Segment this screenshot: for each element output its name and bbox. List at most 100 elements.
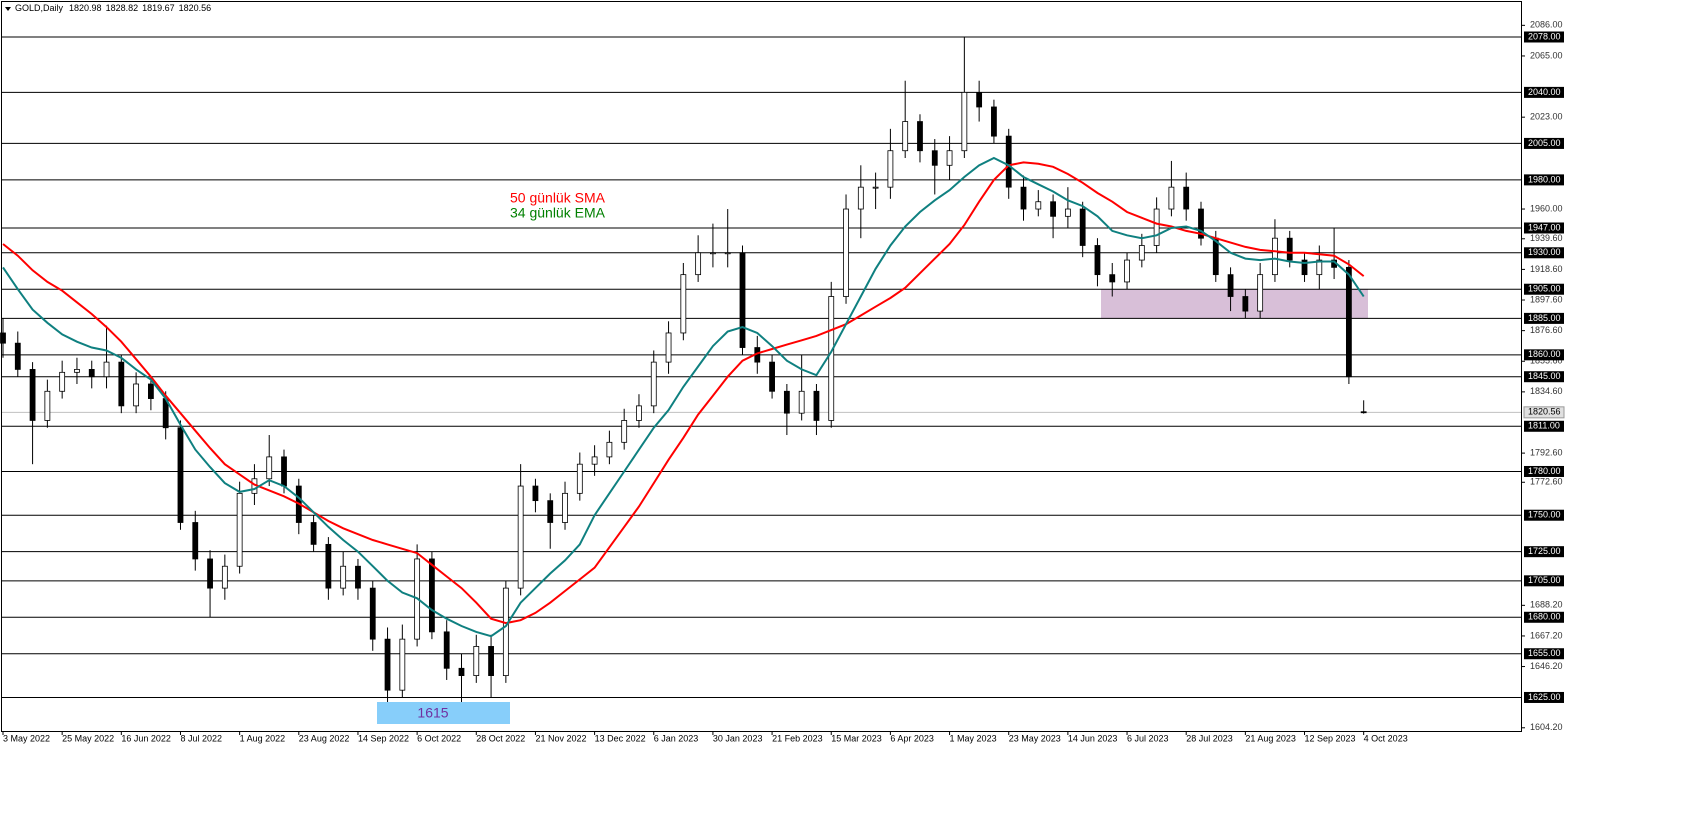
candle-body <box>340 565 347 589</box>
level-label-box <box>1524 465 1564 477</box>
candle-body <box>931 150 938 166</box>
x-tick-label: 28 Jul 2023 <box>1186 733 1233 743</box>
y-tick-label: 1960.00 <box>1530 203 1563 213</box>
level-label-box <box>1524 546 1564 558</box>
x-tick-label: 3 May 2022 <box>3 733 50 743</box>
x-tick-label: 21 Nov 2022 <box>535 733 586 743</box>
y-tick-label: 1876.60 <box>1530 325 1563 335</box>
candle-body <box>1138 245 1145 261</box>
x-tick-label: 13 Dec 2022 <box>595 733 646 743</box>
candle-body <box>502 587 509 676</box>
candle-body <box>739 252 746 348</box>
candle-body <box>14 342 21 370</box>
y-tick-label: 1834.60 <box>1530 386 1563 396</box>
candle-body <box>207 558 213 589</box>
level-label: 1930.00 <box>1528 247 1561 257</box>
candle-body <box>517 485 524 589</box>
level-label-box <box>1524 691 1564 703</box>
candle-body <box>636 405 642 421</box>
candle-body <box>843 208 849 297</box>
level-label-box <box>1524 247 1564 259</box>
x-tick-label: 4 Oct 2023 <box>1364 733 1408 743</box>
candle-body <box>192 522 199 560</box>
level-label-box <box>1524 420 1564 432</box>
candle-body <box>29 369 36 421</box>
x-tick-label: 14 Jun 2023 <box>1068 733 1118 743</box>
candle-body <box>665 332 672 363</box>
x-tick-label: 6 Apr 2023 <box>890 733 934 743</box>
candle-body <box>1035 201 1042 210</box>
y-tick-label: 2086.00 <box>1530 20 1563 30</box>
x-tick-label: 23 May 2023 <box>1009 733 1061 743</box>
level-label: 1655.00 <box>1528 648 1561 658</box>
candle-body <box>44 390 51 421</box>
candle-body <box>1168 186 1175 210</box>
level-label: 2078.00 <box>1528 31 1561 41</box>
level-label: 1780.00 <box>1528 466 1561 476</box>
level-label: 1811.00 <box>1528 421 1560 431</box>
level-label: 1680.00 <box>1528 612 1561 622</box>
level-label: 1845.00 <box>1528 371 1561 381</box>
x-tick-label: 8 Jul 2022 <box>180 733 222 743</box>
level-label-box <box>1524 371 1564 383</box>
candle-body <box>458 667 465 676</box>
x-tick-label: 1 Aug 2022 <box>240 733 286 743</box>
current-price-box <box>1523 406 1565 419</box>
x-tick-label: 1 May 2023 <box>950 733 997 743</box>
candle-body <box>813 390 820 421</box>
candle-body <box>724 252 731 255</box>
level-label-box <box>1524 86 1564 98</box>
level-label-box <box>1524 509 1564 521</box>
x-tick-label: 14 Sep 2022 <box>358 733 409 743</box>
candle-body <box>236 492 243 567</box>
candle-body <box>88 369 95 378</box>
level-label-box <box>1524 31 1564 43</box>
candle-body <box>857 186 864 210</box>
level-label-box <box>1524 174 1564 186</box>
candle-body <box>547 500 554 523</box>
candle-body <box>1286 237 1293 261</box>
candle-body <box>591 456 598 465</box>
indicator-line <box>2 156 1365 638</box>
candle-body <box>369 587 376 640</box>
candle-body <box>650 361 657 407</box>
candle-body <box>355 565 361 589</box>
candle-body <box>266 456 273 480</box>
candle-body <box>1153 208 1160 246</box>
level-label: 1947.00 <box>1528 222 1561 232</box>
annotation: 1615 <box>417 705 448 721</box>
candle-body <box>902 121 909 152</box>
y-tick-label: 1855.60 <box>1530 356 1563 366</box>
menu-arrow <box>5 7 11 11</box>
candle-body <box>1227 274 1234 297</box>
x-tick-label: 15 Mar 2023 <box>831 733 882 743</box>
candle-body <box>1301 259 1308 276</box>
candle-body <box>1079 208 1086 246</box>
candle-body <box>710 252 716 255</box>
indicator-line <box>2 161 1365 625</box>
candle-body <box>695 252 702 276</box>
candle-body <box>961 91 968 152</box>
x-tick-label: 30 Jan 2023 <box>713 733 763 743</box>
candle-body <box>74 369 80 373</box>
y-tick-label: 1918.60 <box>1530 264 1563 274</box>
close: 1820.56 <box>179 3 212 13</box>
level-label: 1860.00 <box>1528 349 1561 359</box>
candle-body <box>1272 237 1278 276</box>
candle-body <box>562 492 568 523</box>
candle-body <box>991 106 997 137</box>
level-label: 2005.00 <box>1528 138 1561 148</box>
level-label-box <box>1524 283 1564 295</box>
candle-body <box>798 390 805 414</box>
candle-body <box>429 558 435 633</box>
candle-body <box>1198 208 1204 239</box>
level-label: 1905.00 <box>1528 284 1561 294</box>
candle-body <box>118 361 125 407</box>
candle-body <box>532 485 539 502</box>
level-label: 1705.00 <box>1528 575 1561 585</box>
candle-body <box>1050 201 1056 217</box>
level-label-box <box>1524 575 1564 587</box>
zone <box>1101 289 1368 319</box>
y-tick-label: 1939.60 <box>1530 233 1563 243</box>
